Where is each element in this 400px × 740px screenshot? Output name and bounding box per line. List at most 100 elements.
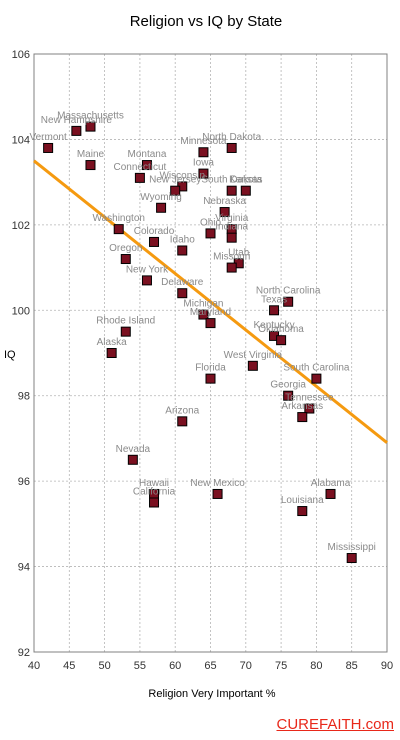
- data-point: [240, 185, 251, 196]
- data-point: [141, 275, 152, 286]
- data-point: [141, 160, 152, 171]
- y-tick-label: 106: [12, 49, 30, 61]
- data-point: [113, 224, 124, 235]
- y-tick-label: 100: [12, 305, 30, 317]
- x-axis-label: Religion Very Important %: [148, 688, 275, 700]
- x-tick-label: 55: [134, 660, 146, 672]
- point-label: South Dakota: [201, 175, 262, 186]
- data-point: [198, 147, 209, 158]
- point-label: Minnesota: [180, 136, 227, 147]
- data-point: [198, 309, 209, 320]
- point-label: Rhode Island: [96, 316, 155, 327]
- point-label: Maine: [77, 149, 105, 160]
- y-tick-label: 94: [18, 562, 30, 574]
- axis-ticks: 40 45 50 55 60 65 70 75 80 85 90 92 94 96 98 100 102 104 1…: [12, 49, 393, 672]
- point-label: Oregon: [109, 243, 142, 254]
- data-point: [346, 553, 357, 564]
- point-label: Louisiana: [281, 495, 324, 506]
- point-label: New Jersey: [149, 175, 201, 186]
- point-label: Oklahoma: [258, 324, 304, 335]
- data-point: [149, 236, 160, 247]
- point-label: Kansas: [229, 175, 262, 186]
- data-point: [226, 232, 237, 243]
- data-point: [304, 403, 315, 414]
- data-point: [276, 335, 287, 346]
- point-label: Ohio: [200, 217, 222, 228]
- data-point: [170, 185, 181, 196]
- x-tick-label: 90: [381, 660, 393, 672]
- data-point: [226, 185, 237, 196]
- point-label: Idaho: [170, 234, 195, 245]
- y-tick-label: 98: [18, 391, 30, 403]
- x-tick-label: 75: [275, 660, 287, 672]
- point-label: Mississippi: [328, 542, 376, 553]
- point-label: Kentucky: [253, 320, 294, 331]
- point-label: Massachusetts: [57, 111, 124, 122]
- point-label: California: [133, 487, 176, 498]
- point-label: Wisconsin: [159, 170, 205, 181]
- data-point: [198, 168, 209, 179]
- point-label: Texas: [261, 294, 287, 305]
- point-label: Nebraska: [203, 196, 246, 207]
- data-point: [43, 142, 54, 153]
- point-label: New Mexico: [190, 478, 245, 489]
- data-point: [85, 121, 96, 132]
- y-axis-label: IQ: [4, 349, 16, 361]
- data-point: [120, 326, 131, 337]
- point-label: South Carolina: [283, 363, 350, 374]
- x-tick-label: 50: [98, 660, 110, 672]
- data-point: [177, 416, 188, 427]
- point-label: Alabama: [311, 478, 351, 489]
- point-label: New York: [126, 264, 169, 275]
- data-point: [177, 288, 188, 299]
- x-tick-label: 40: [28, 660, 40, 672]
- data-point: [120, 254, 131, 265]
- data-point: [297, 506, 308, 517]
- data-point: [205, 228, 216, 239]
- data-point: [283, 296, 294, 307]
- y-tick-label: 96: [18, 476, 30, 488]
- brand-link[interactable]: CUREFAITH.com: [276, 716, 394, 733]
- data-point: [269, 305, 280, 316]
- point-label: Utah: [228, 247, 249, 258]
- data-point: [106, 348, 117, 358]
- point-label: Missouri: [213, 252, 250, 263]
- x-tick-label: 80: [310, 660, 322, 672]
- data-point: [156, 202, 167, 213]
- point-label: Maryland: [190, 307, 231, 318]
- data-point: [71, 125, 82, 136]
- point-label: Indiana: [215, 222, 248, 233]
- data-point: [226, 262, 237, 273]
- plot-frame: [33, 53, 388, 653]
- x-tick-label: 65: [204, 660, 216, 672]
- data-point: [226, 142, 237, 153]
- point-label: Arkansas: [281, 401, 323, 412]
- y-tick-label: 104: [12, 134, 30, 146]
- data-point: [134, 172, 145, 183]
- point-label: Wyoming: [140, 192, 182, 203]
- x-tick-label: 85: [346, 660, 358, 672]
- trend-line: [33, 159, 388, 444]
- point-label: Delaware: [161, 277, 204, 288]
- data-point: [85, 160, 96, 171]
- data-point: [177, 245, 188, 256]
- data-point: [212, 488, 223, 499]
- point-label: New Hampshire: [41, 115, 113, 126]
- data-point: [149, 497, 160, 508]
- point-label: Georgia: [270, 380, 306, 391]
- x-tick-label: 45: [63, 660, 75, 672]
- point-label: Virginia: [215, 213, 249, 224]
- data-point: [247, 360, 258, 371]
- point-label: Washington: [93, 213, 145, 224]
- data-point: [297, 412, 308, 423]
- y-tick-label: 102: [12, 220, 30, 232]
- data-point: [283, 390, 294, 401]
- point-label: Iowa: [193, 158, 215, 169]
- point-label: Connecticut: [113, 162, 166, 173]
- chart-title: Religion vs IQ by State: [130, 13, 283, 30]
- point-label: Hawaii: [139, 478, 169, 489]
- point-label: Arizona: [165, 405, 199, 416]
- point-label: Vermont: [29, 132, 66, 143]
- data-point: [205, 373, 216, 384]
